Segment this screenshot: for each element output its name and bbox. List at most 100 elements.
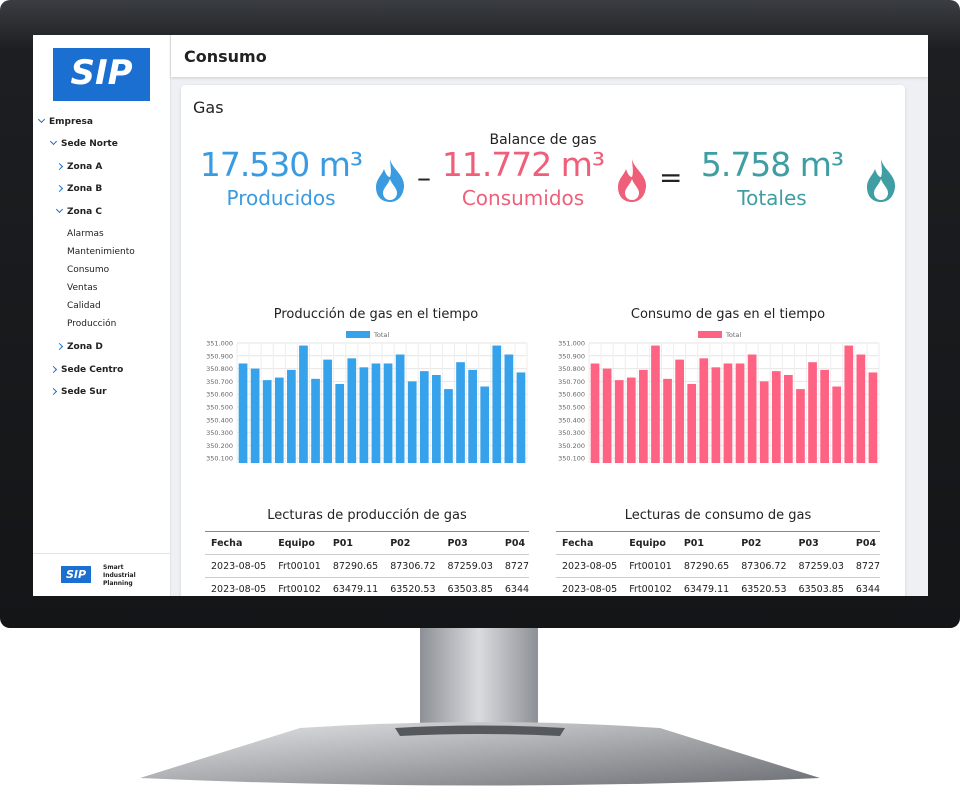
table-cell: 87277.51 xyxy=(849,554,880,578)
chart: Consumo de gas en el tiempoTotal350.0003… xyxy=(558,307,880,463)
chart: Producción de gas en el tiempoTotal350.0… xyxy=(206,307,528,463)
column-header: Equipo xyxy=(623,531,678,555)
bar xyxy=(456,362,465,463)
y-tick-label: 350.800 xyxy=(206,365,233,373)
bar xyxy=(480,386,490,463)
y-tick-label: 351.000 xyxy=(206,340,233,348)
column-header: P03 xyxy=(792,531,850,555)
bar xyxy=(699,358,709,463)
bar xyxy=(723,363,733,463)
flame-inner xyxy=(383,179,397,200)
table-title: Lecturas de consumo de gas xyxy=(624,508,812,523)
tree-item[interactable]: Mantenimiento xyxy=(67,247,135,257)
y-tick-label: 350.500 xyxy=(206,404,233,412)
tree-item[interactable]: Zona B xyxy=(55,184,102,194)
bar xyxy=(492,345,502,463)
table-cell: 63520.53 xyxy=(384,577,442,596)
table-cell: 63444.19 xyxy=(498,577,529,596)
sidebar: SIP SIP Smart Industrial Planning Empres… xyxy=(33,35,171,596)
legend-label: Total xyxy=(373,331,389,339)
bar xyxy=(432,375,441,463)
tree-item[interactable]: Zona C xyxy=(55,205,102,217)
balance-value: 11.772 m³ xyxy=(441,145,605,184)
tree-item[interactable]: Zona D xyxy=(55,342,103,352)
bar xyxy=(359,367,369,463)
tree-item[interactable]: Calidad xyxy=(67,301,101,311)
operator: = xyxy=(659,161,683,194)
y-tick-label: 350.700 xyxy=(206,378,233,386)
bar xyxy=(639,369,648,463)
y-tick-label: 350.200 xyxy=(558,442,585,450)
table-cell: 87290.65 xyxy=(326,554,385,578)
bar xyxy=(856,354,866,463)
tree-item[interactable]: Sede Norte xyxy=(49,137,118,149)
card-title: Gas xyxy=(193,98,224,117)
table-cell: 63503.85 xyxy=(441,577,499,596)
column-header: P01 xyxy=(677,531,736,555)
bar xyxy=(747,354,757,463)
tree-item[interactable]: Sede Sur xyxy=(49,387,107,397)
bar xyxy=(663,378,672,463)
bar xyxy=(651,345,660,463)
tree-item[interactable]: Zona A xyxy=(55,162,102,172)
bar xyxy=(808,362,817,463)
bar xyxy=(262,380,272,463)
bar xyxy=(407,381,417,463)
tree-item[interactable]: Sede Centro xyxy=(49,365,123,375)
tree-item[interactable]: Empresa xyxy=(37,115,93,127)
table-cell: 2023-08-05 xyxy=(556,554,624,578)
table-cell: 87290.65 xyxy=(677,554,736,578)
table-cell: 63479.11 xyxy=(677,577,736,596)
table-cell: 63520.53 xyxy=(735,577,793,596)
flame-inner xyxy=(625,179,639,200)
bar xyxy=(796,389,805,463)
bar xyxy=(323,359,332,463)
monitor-stand xyxy=(140,628,820,786)
footer-logo: SIP xyxy=(61,566,91,583)
table-wrap: Fecha Equipo P01 P02 P03 P04 2023-08-05 Frt0010… xyxy=(556,531,880,596)
bar xyxy=(287,369,296,463)
table-row: 2023-08-05 Frt00102 63479.11 63520.53 63503.… xyxy=(556,577,880,596)
table-title: Lecturas de producción de gas xyxy=(267,508,467,523)
bar xyxy=(274,377,284,463)
bar xyxy=(335,383,345,463)
bar xyxy=(311,378,320,463)
bar xyxy=(371,363,381,463)
tree-item[interactable]: Producción xyxy=(67,319,117,329)
table-row: 2023-08-05 Frt00101 87290.65 87306.72 87259.… xyxy=(205,554,529,578)
balance-item: 11.772 m³ Consumidos xyxy=(433,145,613,210)
bar xyxy=(347,358,357,463)
flame-icon xyxy=(376,159,405,202)
tree-item[interactable]: Consumo xyxy=(67,265,110,275)
legend-label: Total xyxy=(725,331,741,339)
table-header: Fecha Equipo P01 P02 P03 P04 xyxy=(205,531,529,555)
legend-swatch xyxy=(346,331,370,338)
table-cell: 2023-08-05 xyxy=(205,554,273,578)
tree-item[interactable]: Ventas xyxy=(67,283,98,293)
balance-item: 5.758 m³ Totales xyxy=(682,145,862,210)
column-header: P02 xyxy=(384,531,442,555)
column-header: P04 xyxy=(849,531,880,555)
balance-label: Producidos xyxy=(226,186,336,210)
y-tick-label: 350.600 xyxy=(206,391,233,399)
y-tick-label: 351.000 xyxy=(558,340,585,348)
bar xyxy=(419,371,429,463)
header-title: Consumo xyxy=(184,47,267,66)
tree-item[interactable]: Alarmas xyxy=(67,229,104,239)
y-tick-label: 350.100 xyxy=(558,455,585,463)
balance-label: Totales xyxy=(737,186,807,210)
column-header: Equipo xyxy=(272,531,327,555)
table-cell: 2023-08-05 xyxy=(556,577,624,596)
chart-title: Consumo de gas en el tiempo xyxy=(631,307,825,322)
bar xyxy=(444,389,453,463)
bar xyxy=(687,383,697,463)
balance-value: 5.758 m³ xyxy=(700,145,844,184)
table-cell: 63444.19 xyxy=(849,577,880,596)
table-cell: Frt00102 xyxy=(623,577,678,596)
bar xyxy=(771,371,781,463)
column-header: P04 xyxy=(498,531,529,555)
flame-icon xyxy=(867,159,896,202)
table-row: 2023-08-05 Frt00101 87290.65 87306.72 87259.… xyxy=(556,554,880,578)
header: Consumo xyxy=(171,35,928,77)
